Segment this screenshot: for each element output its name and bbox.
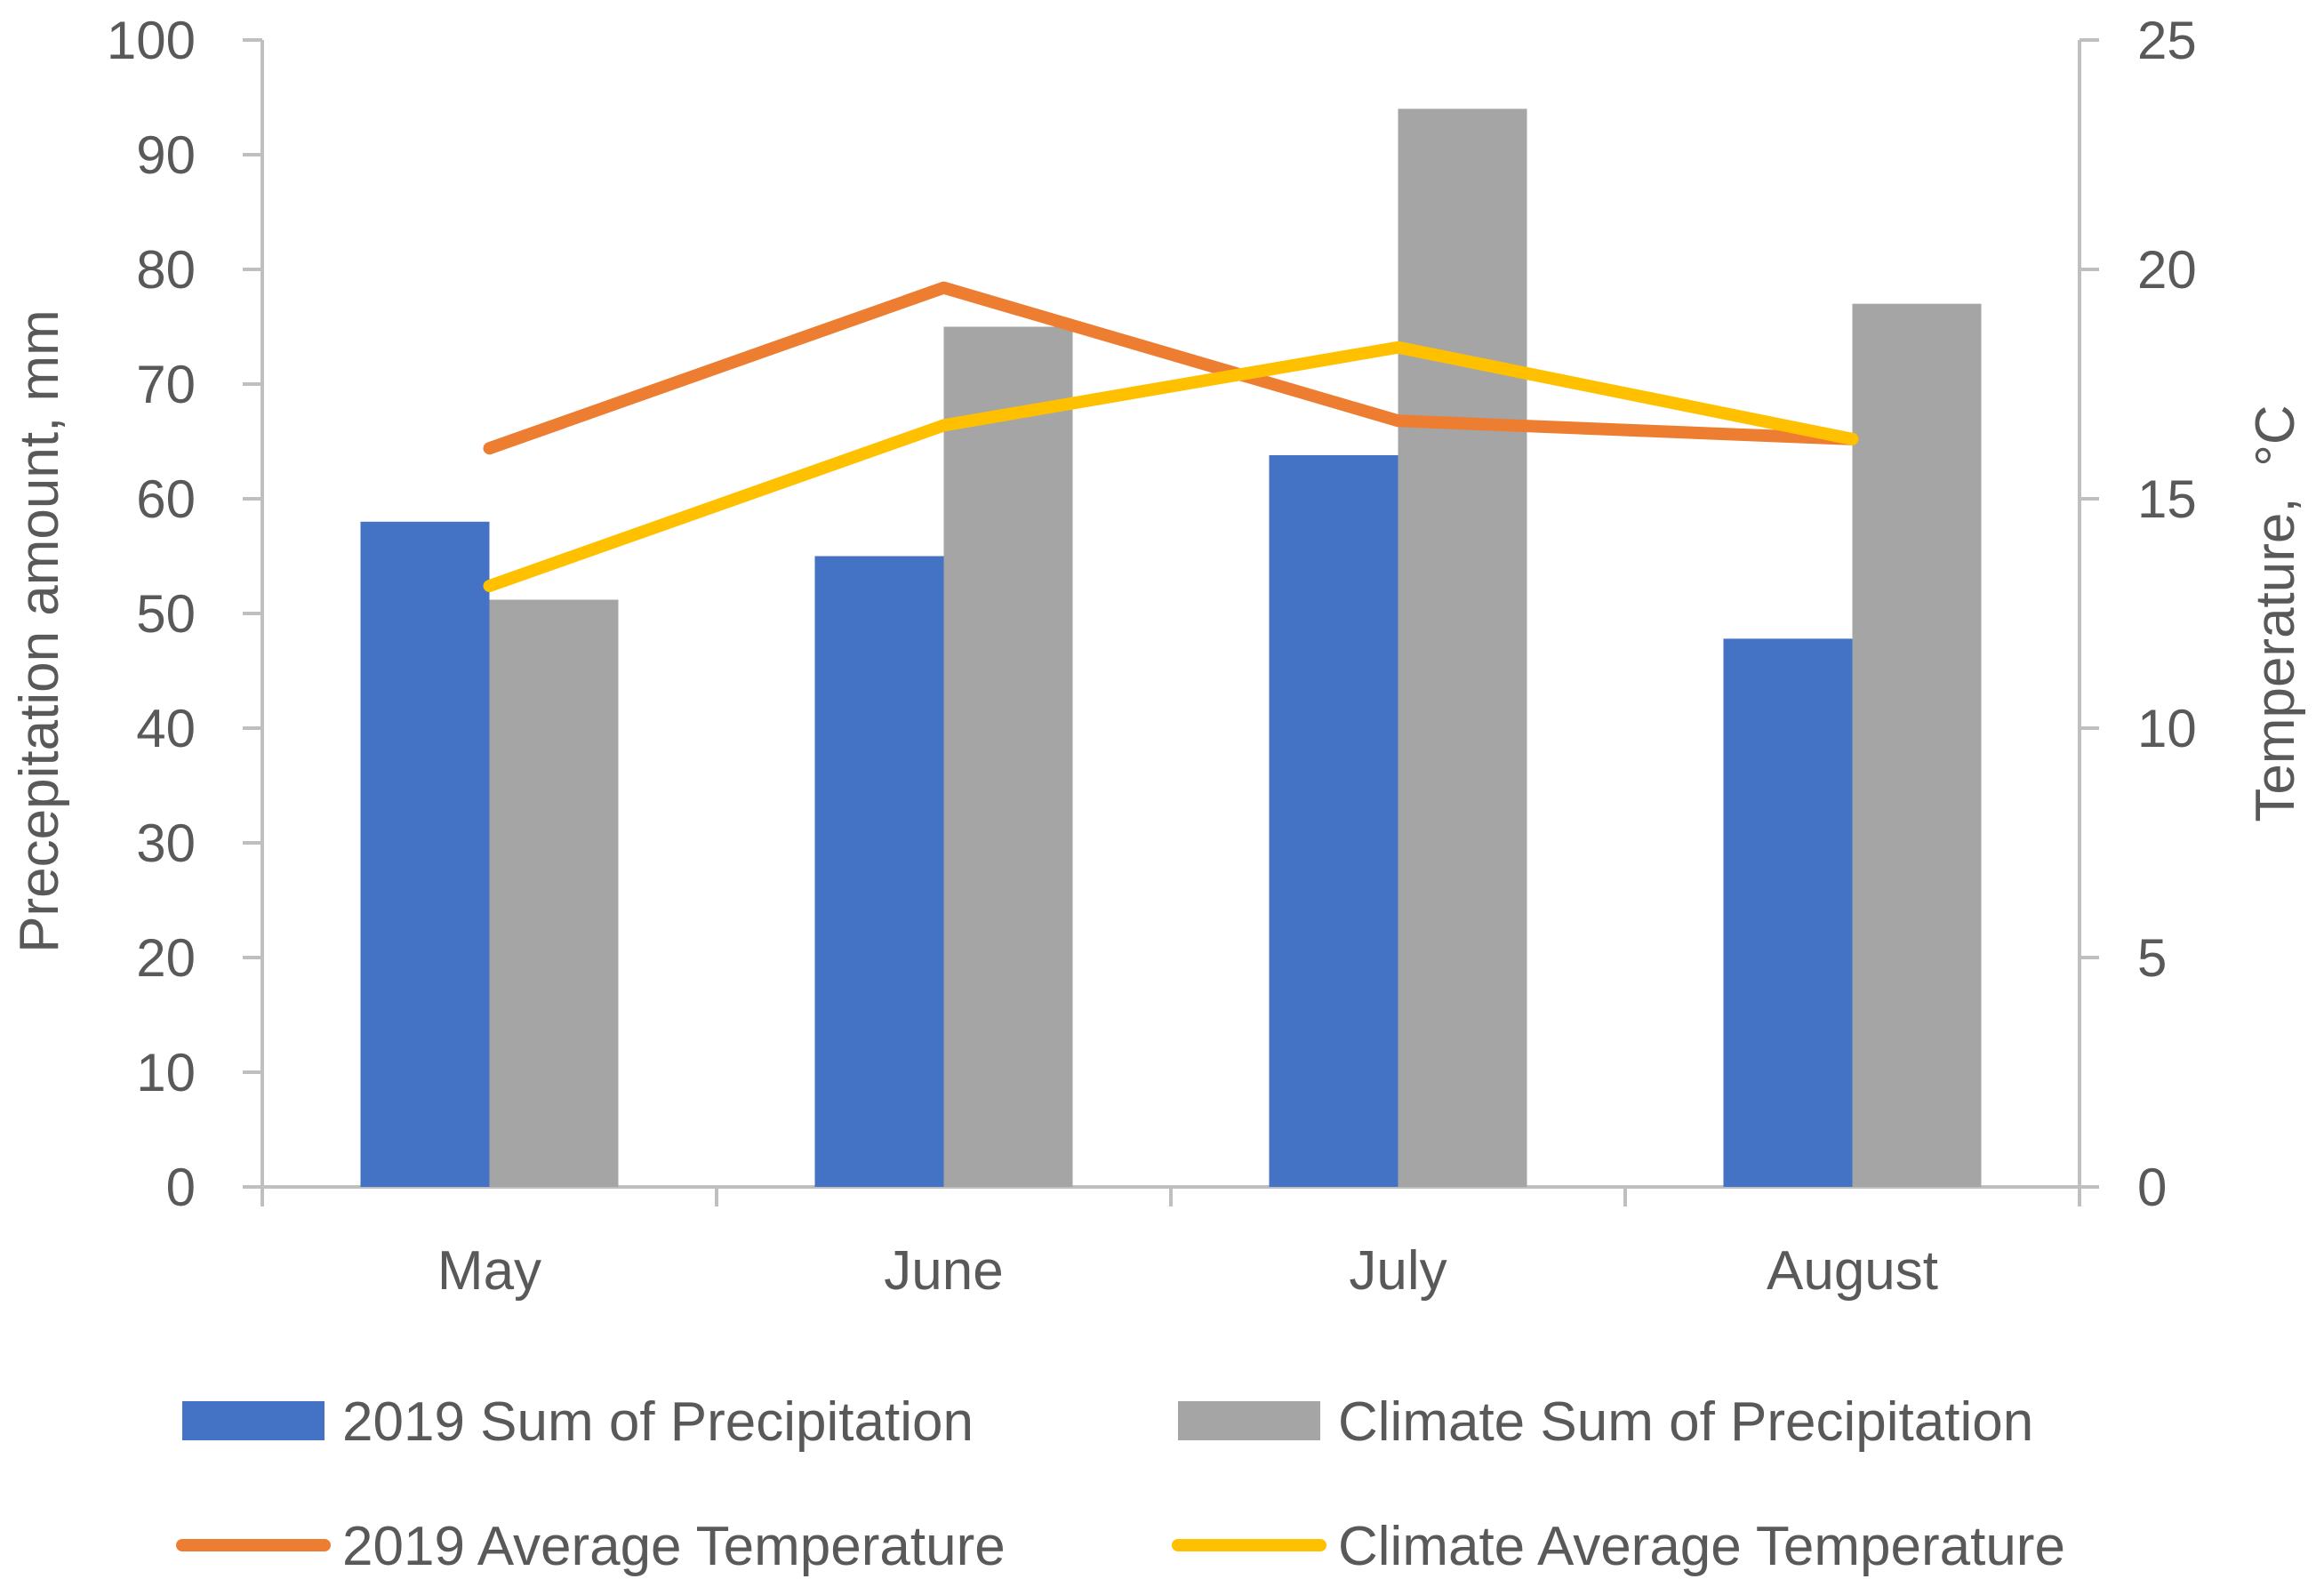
- legend-swatch-2019-sum-of-precipitation: [182, 1401, 325, 1440]
- bar-2019-sum-of-precipitation-july: [1269, 454, 1398, 1188]
- y-tick-label: 40: [136, 699, 196, 758]
- y2-tick-label: 0: [2137, 1158, 2167, 1217]
- x-category-label: August: [1767, 1240, 1938, 1302]
- y-tick-label: 90: [136, 125, 196, 185]
- y-tick-label: 60: [136, 469, 196, 529]
- legend: 2019 Sum of Precipitation Climate Sum of …: [176, 1391, 2065, 1577]
- y-tick-label: 70: [136, 355, 196, 414]
- y-tick-label: 0: [166, 1158, 196, 1217]
- y-tick-label: 10: [136, 1043, 196, 1102]
- bar-climate-sum-of-precipitation-july: [1398, 108, 1527, 1187]
- y2-tick-label: 20: [2137, 240, 2197, 300]
- y2-tick-label: 10: [2137, 699, 2197, 758]
- y-tick-label: 50: [136, 584, 196, 644]
- bars-group: [360, 108, 1982, 1188]
- y-tick-label: 20: [136, 928, 196, 988]
- y2-tick-label: 15: [2137, 469, 2197, 529]
- x-category-label: May: [437, 1240, 541, 1302]
- left-y-ticks: 0 10 20 30 40 50 60 70 80 90 100: [107, 11, 262, 1217]
- x-category-label: June: [884, 1240, 1003, 1302]
- legend-swatch-climate-sum-of-precipitation: [1178, 1401, 1320, 1440]
- y-axis-title: Precepitation amount, mm: [9, 309, 70, 953]
- right-y-ticks: 0 5 10 15 20 25: [2080, 11, 2197, 1217]
- lines-group: [483, 281, 1859, 593]
- y2-tick-label: 5: [2137, 928, 2167, 988]
- category-labels: May June July August: [437, 1240, 1938, 1302]
- x-ticks: [260, 1187, 2081, 1206]
- legend-label-2019-sum-of-precipitation: 2019 Sum of Precipitation: [342, 1391, 974, 1453]
- line-2019-average-temperature: [483, 281, 1859, 455]
- bar-climate-sum-of-precipitation-august: [1852, 303, 1982, 1187]
- bar-2019-sum-of-precipitation-june: [814, 556, 944, 1187]
- bar-climate-sum-of-precipitation-may: [489, 599, 619, 1187]
- legend-label-2019-average-temperature: 2019 Average Temperature: [342, 1516, 1006, 1577]
- legend-label-climate-sum-of-precipitation: Climate Sum of Precipitation: [1338, 1391, 2033, 1453]
- line-climate-average-temperature: [483, 341, 1859, 593]
- bar-2019-sum-of-precipitation-may: [360, 521, 490, 1187]
- y-tick-label: 100: [107, 11, 196, 70]
- bar-2019-sum-of-precipitation-august: [1723, 638, 1853, 1187]
- legend-label-climate-average-temperature: Climate Average Temperature: [1338, 1516, 2065, 1577]
- y2-axis-title: Temperature, °C: [2245, 405, 2306, 822]
- y2-tick-label: 25: [2137, 11, 2197, 70]
- y-tick-label: 30: [136, 814, 196, 873]
- bar-climate-sum-of-precipitation-june: [943, 326, 1073, 1187]
- x-category-label: July: [1349, 1240, 1446, 1302]
- y-tick-label: 80: [136, 240, 196, 300]
